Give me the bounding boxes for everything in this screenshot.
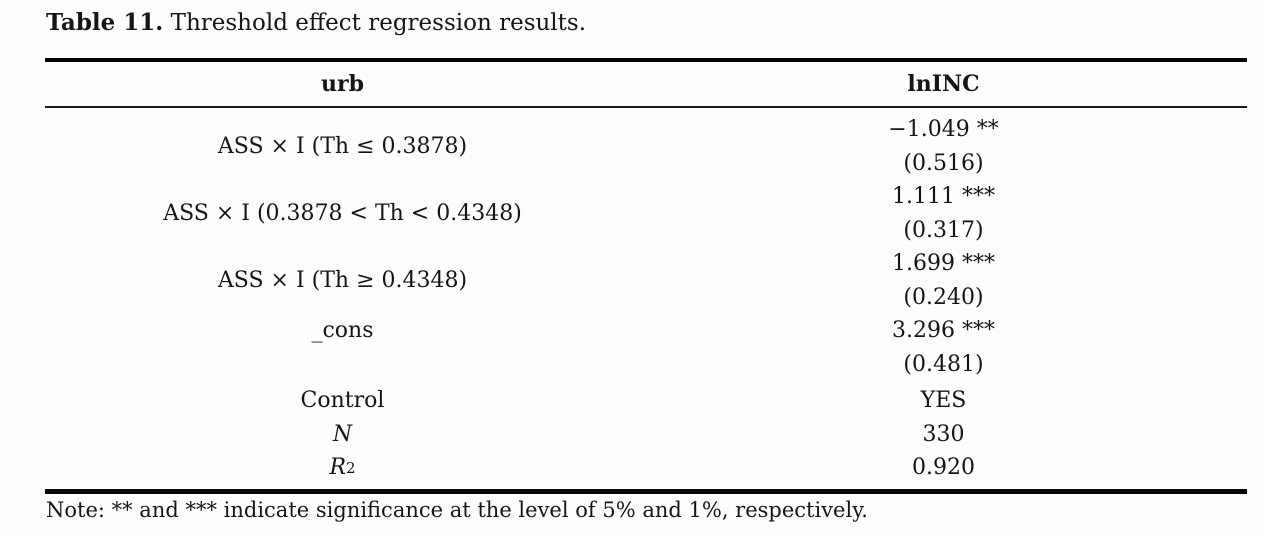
row-label: N	[332, 421, 353, 447]
coefficient-value: −1.049 **	[888, 117, 999, 142]
column-header-urb: urb	[321, 71, 364, 97]
row-label: ASS × I (Th ≤ 0.3878)	[217, 133, 468, 159]
table-top-rule	[45, 58, 1247, 62]
column-header-lninc: lnINC	[907, 71, 980, 97]
table-row-threshold-low: ASS × I (Th ≤ 0.3878) −1.049 ** (0.516)	[45, 113, 1247, 180]
r-squared-base: R	[329, 455, 347, 480]
table-bottom-rule	[45, 489, 1247, 494]
stat-value: YES	[920, 388, 967, 413]
stat-value: 0.920	[912, 455, 975, 480]
table-caption-text: Threshold effect regression results.	[170, 10, 587, 36]
coefficient-value: 1.699 ***	[892, 251, 995, 276]
table-body: ASS × I (Th ≤ 0.3878) −1.049 ** (0.516) …	[45, 108, 1247, 485]
table-row-observations: N 330	[45, 418, 1247, 452]
row-values: 330	[640, 418, 1247, 452]
table-footnote: Note: ** and *** indicate significance a…	[46, 498, 868, 522]
coefficient-value: 3.296 ***	[892, 318, 995, 343]
standard-error-value: (0.317)	[903, 217, 984, 243]
table-caption-number: Table 11.	[46, 9, 164, 36]
stat-value: 330	[922, 421, 965, 447]
row-values: 1.111 *** (0.317)	[640, 180, 1247, 247]
standard-error-value: (0.481)	[903, 351, 984, 377]
table-header-row: urb lnINC	[45, 62, 1247, 106]
row-label: ASS × I (0.3878 < Th < 0.4348)	[163, 200, 522, 226]
table-row-control: Control YES	[45, 384, 1247, 418]
row-values: 1.699 *** (0.240)	[640, 247, 1247, 314]
row-label: Control	[300, 388, 385, 413]
coefficient-value: 1.111 ***	[892, 184, 995, 209]
standard-error-value: (0.240)	[903, 284, 984, 310]
standard-error-value: (0.516)	[903, 150, 984, 176]
table-row-threshold-high: ASS × I (Th ≥ 0.4348) 1.699 *** (0.240)	[45, 247, 1247, 314]
row-values: −1.049 ** (0.516)	[640, 113, 1247, 180]
table-row-constant: _cons 3.296 *** (0.481)	[45, 314, 1247, 381]
header-underline-rule	[45, 106, 1247, 108]
row-values: 0.920	[640, 451, 1247, 485]
table-caption: Table 11. Threshold effect regression re…	[46, 8, 586, 38]
row-label: ASS × I (Th ≥ 0.4348)	[217, 267, 468, 293]
row-values: 3.296 *** (0.481)	[640, 314, 1247, 381]
row-label: _cons	[311, 318, 374, 343]
table-row-threshold-mid: ASS × I (0.3878 < Th < 0.4348) 1.111 ***…	[45, 180, 1247, 247]
row-values: YES	[640, 384, 1247, 418]
